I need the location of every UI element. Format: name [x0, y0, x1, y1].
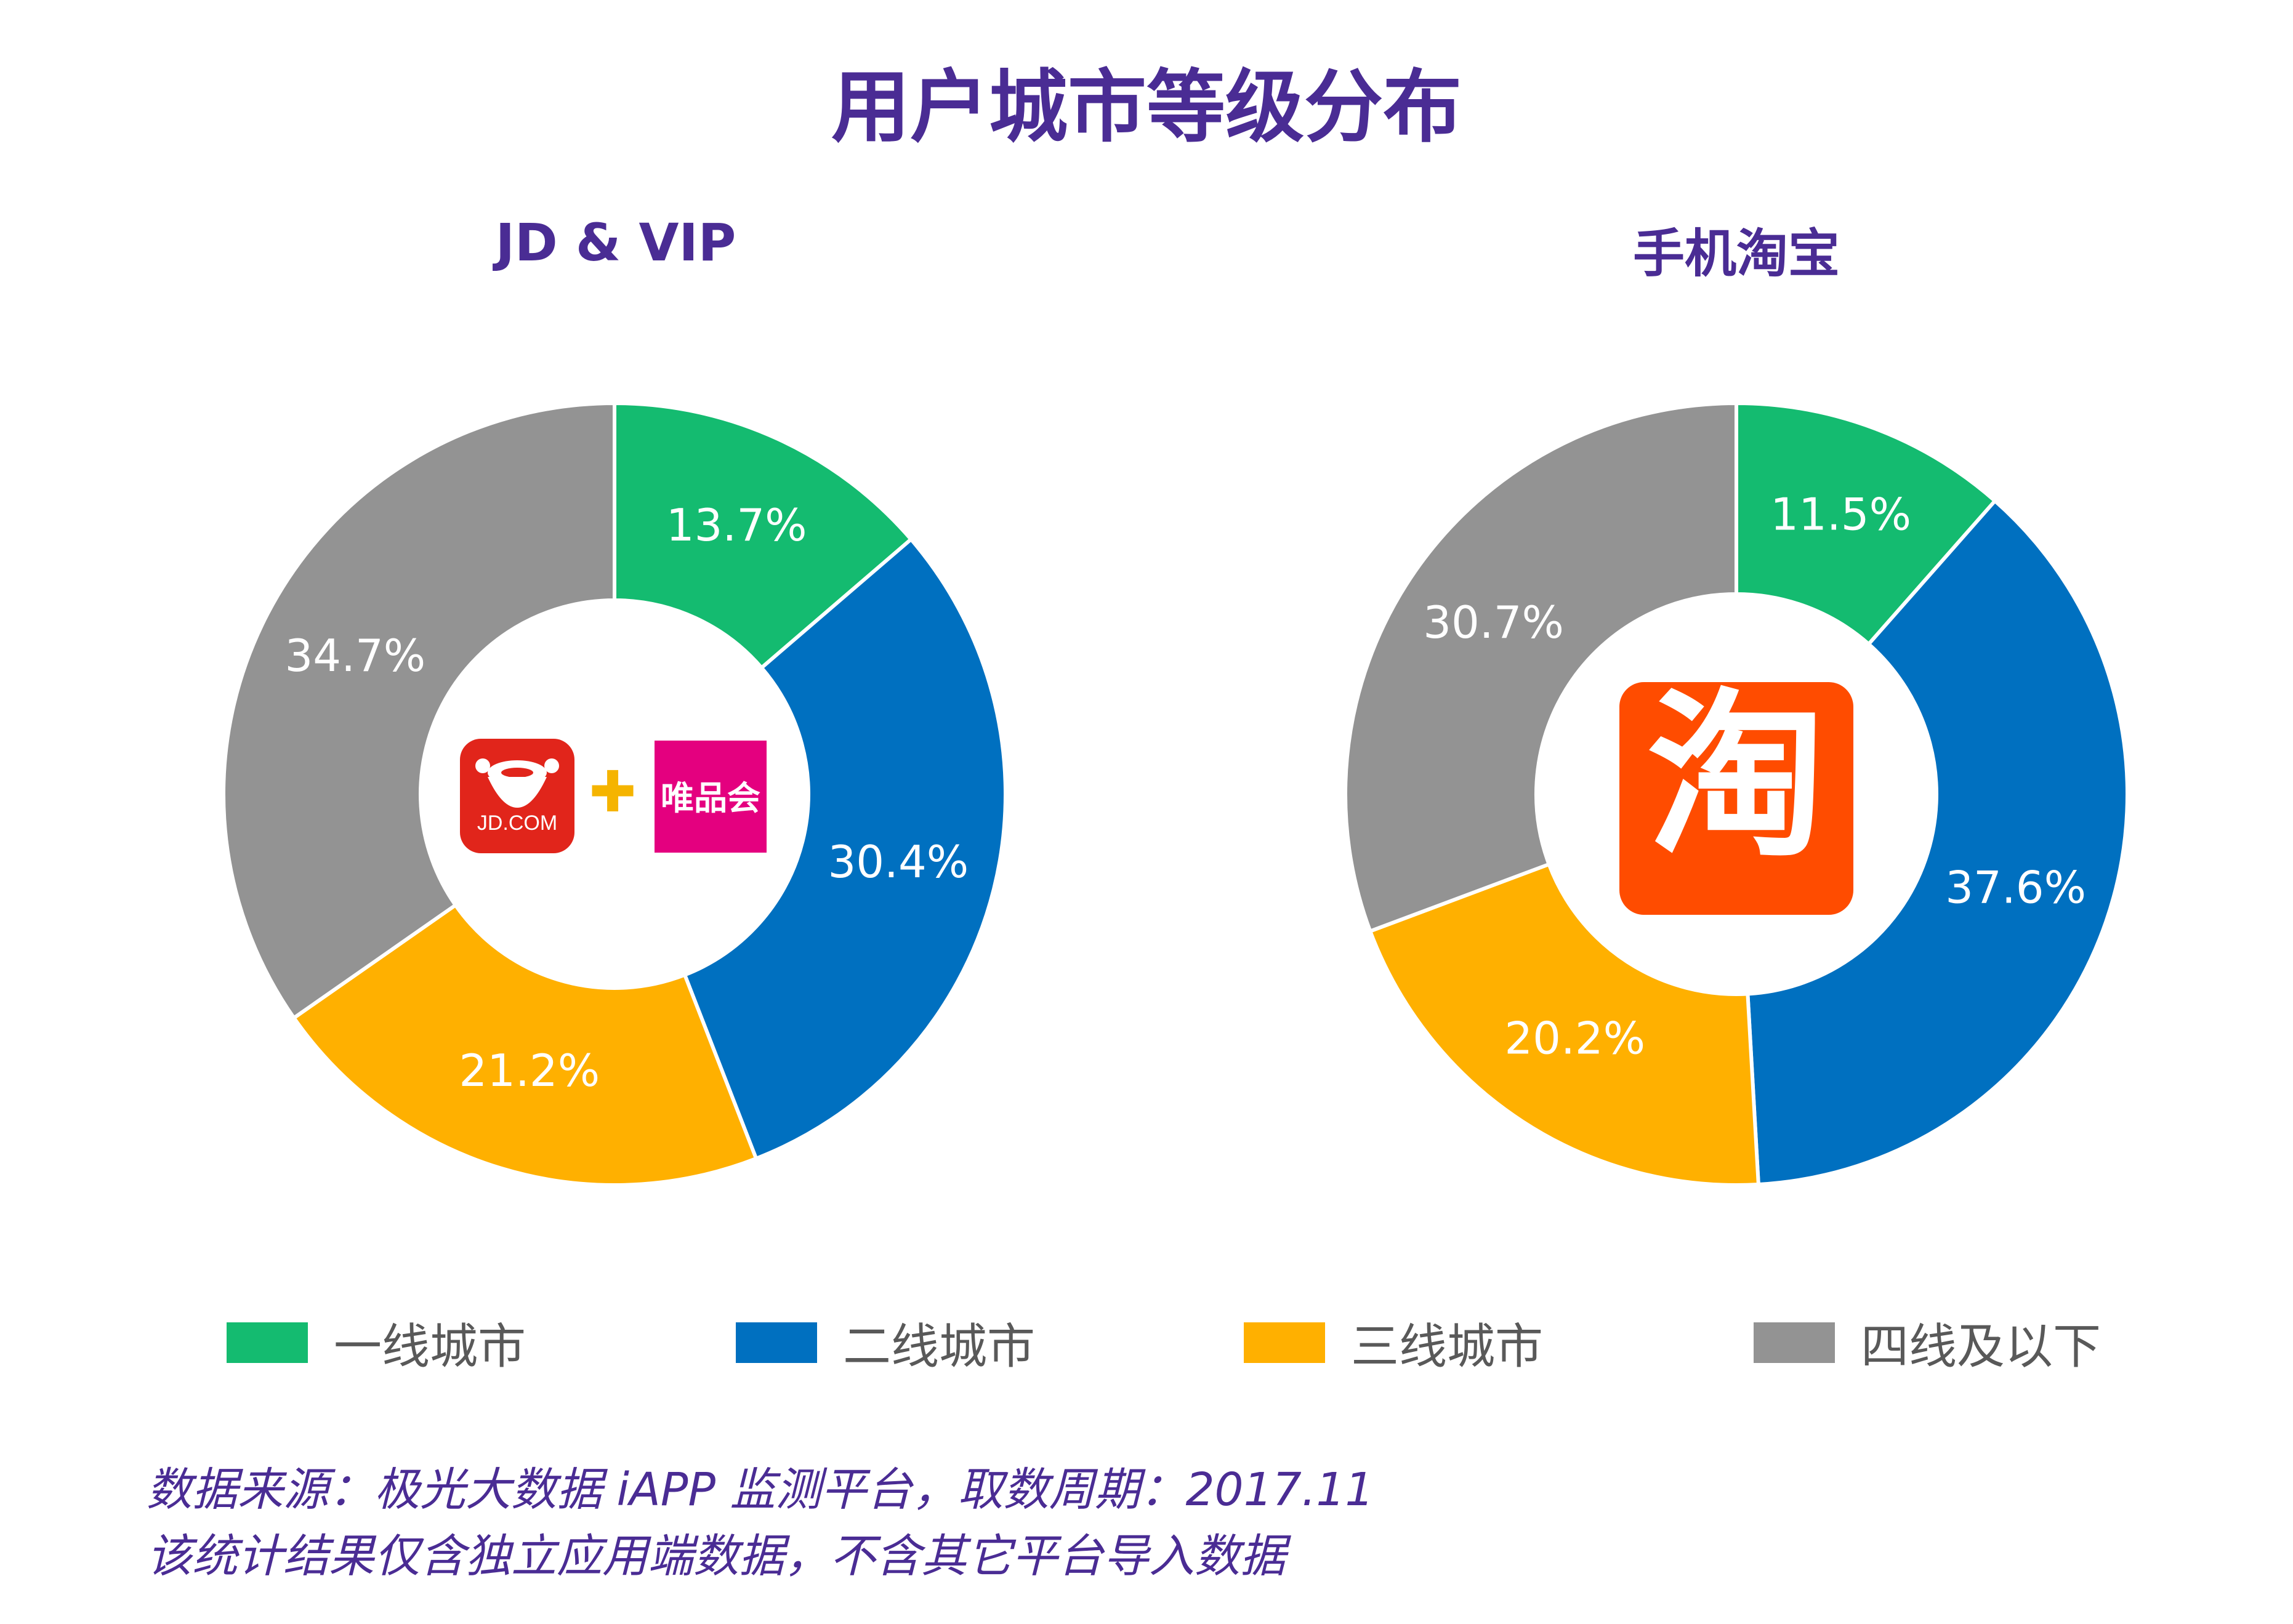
legend-label-tier3: 三线城市 — [1351, 1319, 1544, 1375]
vip-logo-text: 唯品会 — [661, 779, 760, 818]
legend-swatch-tier2 — [736, 1322, 817, 1363]
slice-jd-vip-tier3 — [291, 902, 759, 1187]
footnote-note: 该统计结果仅含独立应用端数据，不含其它平台导入数据 — [147, 1530, 1286, 1583]
legend-item-tier1: 一线城市 — [227, 1308, 526, 1377]
jd-logo-text: JD.COM — [477, 811, 557, 835]
chart-title-jd-vip: JD & VIP — [495, 212, 736, 273]
chart-title-taobao: 手机淘宝 — [1632, 223, 1840, 284]
slice-label-jd-vip-tier4: 34.7% — [284, 630, 425, 681]
slice-label-taobao-tier2: 37.6% — [1945, 861, 2086, 913]
legend-item-tier2: 二线城市 — [736, 1308, 1035, 1377]
legend-item-tier4: 四线及以下 — [1754, 1308, 2101, 1377]
slice-taobao-tier4 — [1343, 401, 1738, 934]
slice-label-jd-vip-tier3: 21.2% — [459, 1045, 600, 1096]
legend-item-tier3: 三线城市 — [1244, 1308, 1543, 1377]
legend-swatch-tier4 — [1754, 1322, 1835, 1363]
jd-vip-logo-group: JD.COM ✚ 唯品会 — [460, 739, 767, 853]
slice-label-jd-vip-tier1: 13.7% — [666, 499, 807, 551]
donut-chart-jd-vip: 13.7% 30.4% 21.2% 34.7% — [222, 401, 1007, 1187]
jd-logo: JD.COM — [460, 739, 574, 853]
slice-label-taobao-tier3: 20.2% — [1504, 1013, 1645, 1064]
taobao-logo-text: 淘 — [1647, 673, 1826, 881]
legend-swatch-tier3 — [1244, 1322, 1325, 1363]
slice-jd-vip-tier2 — [682, 536, 1007, 1161]
taobao-logo: 淘 — [1619, 673, 1853, 915]
slice-jd-vip-tier4 — [222, 401, 616, 1021]
page-title: 用户城市等级分布 — [831, 62, 1462, 153]
legend-label-tier1: 一线城市 — [334, 1319, 526, 1375]
plus-icon: ✚ — [589, 759, 636, 825]
slice-taobao-tier2 — [1746, 498, 2129, 1187]
legend-label-tier4: 四线及以下 — [1861, 1319, 2102, 1375]
slice-label-taobao-tier4: 30.7% — [1423, 597, 1564, 648]
vip-logo: 唯品会 — [655, 741, 767, 853]
slice-label-taobao-tier1: 11.5% — [1770, 489, 1911, 541]
slice-taobao-tier1 — [1735, 401, 1998, 647]
legend-swatch-tier1 — [227, 1322, 308, 1363]
legend-label-tier2: 二线城市 — [843, 1319, 1036, 1375]
footnote-source: 数据来源：极光大数据 iAPP 监测平台，取数周期：2017.11 — [147, 1463, 1374, 1516]
slice-label-jd-vip-tier2: 30.4% — [828, 836, 969, 888]
donut-chart-taobao: 11.5% 37.6% 20.2% 30.7% — [1343, 401, 2129, 1187]
slice-taobao-tier3 — [1368, 862, 1761, 1187]
